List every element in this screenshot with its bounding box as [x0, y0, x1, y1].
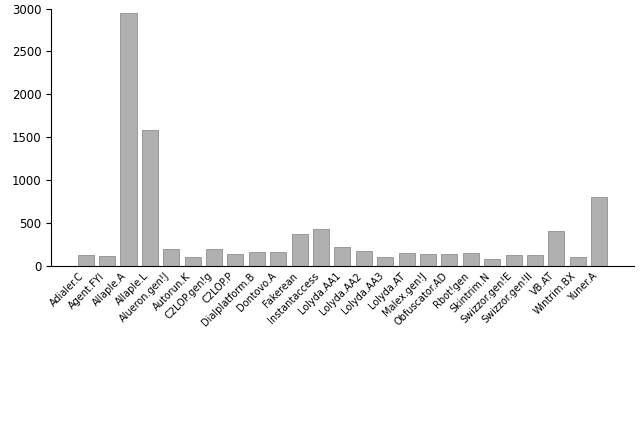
Bar — [442, 254, 458, 266]
Bar — [184, 257, 201, 266]
Bar — [249, 252, 265, 266]
Bar — [227, 254, 243, 266]
Bar — [292, 234, 308, 266]
Bar — [591, 197, 607, 266]
Bar — [463, 253, 479, 266]
Bar — [142, 130, 158, 266]
Bar — [163, 249, 179, 266]
Bar — [548, 231, 564, 266]
Bar — [120, 13, 136, 266]
Bar — [356, 251, 372, 266]
Bar — [334, 247, 351, 266]
Bar — [99, 256, 115, 266]
Bar — [570, 257, 586, 266]
Bar — [506, 255, 522, 266]
Bar — [77, 255, 93, 266]
Bar — [420, 254, 436, 266]
Bar — [484, 259, 500, 266]
Bar — [399, 253, 415, 266]
Bar — [527, 255, 543, 266]
Bar — [313, 229, 329, 266]
Bar — [377, 257, 393, 266]
Bar — [270, 252, 286, 266]
Bar — [206, 249, 222, 266]
